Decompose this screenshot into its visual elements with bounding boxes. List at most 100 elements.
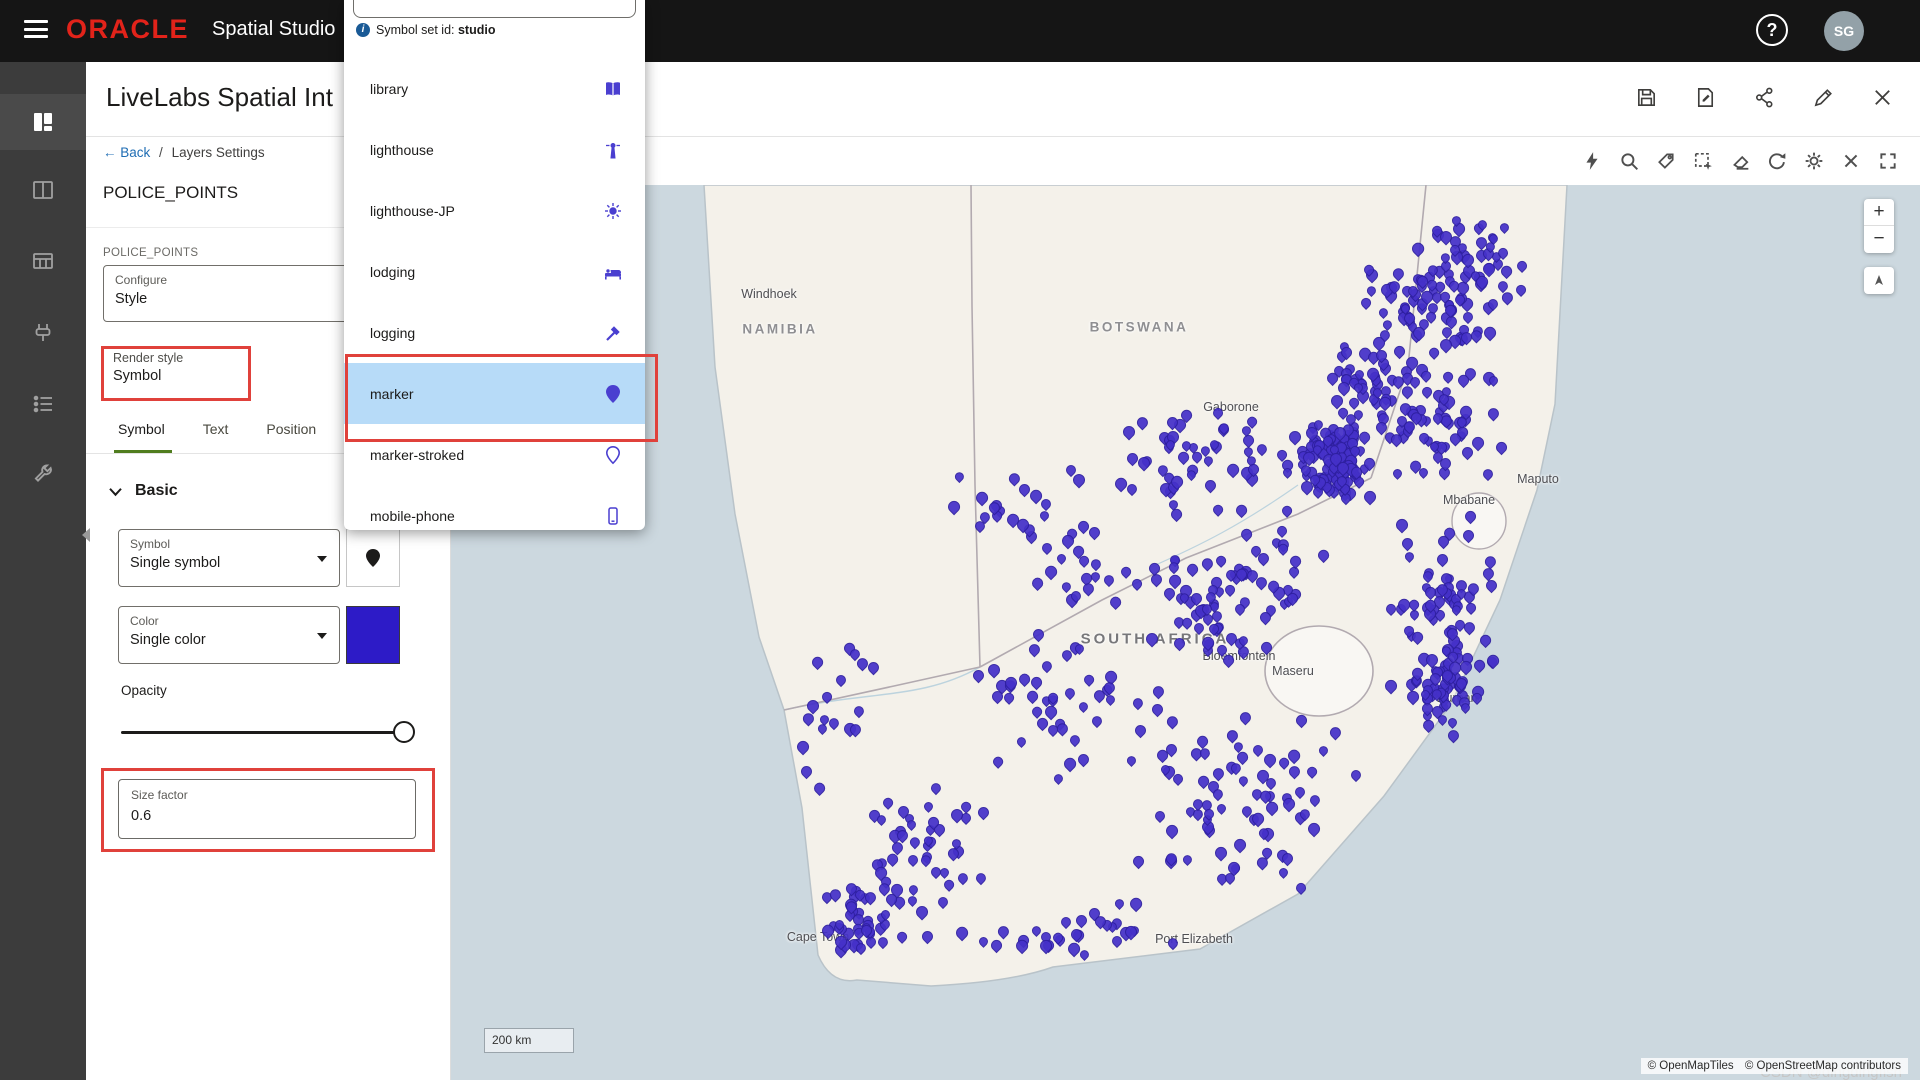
label-icon[interactable] [1656,151,1676,171]
sidebar-item-jobs[interactable] [0,376,86,432]
zoom-out-button[interactable]: − [1873,228,1885,249]
dropdown-item-library[interactable]: library [344,58,645,119]
zoom-in-button[interactable]: + [1864,199,1894,226]
top-header: ORACLE Spatial Studio ? SG [0,0,1920,62]
fullscreen-icon[interactable] [1878,151,1898,171]
sidebar-item-projects[interactable] [0,94,86,150]
scale-bar: 200 km [484,1028,574,1053]
symbol-list: library lighthouse lighthouse-JP lodging… [344,58,645,530]
map-label-mbabane: Mbabane [1442,493,1496,507]
layer-heading: POLICE_POINTS [103,183,239,202]
left-sidebar [0,62,86,1080]
sidebar-item-datasets[interactable] [0,233,86,289]
opacity-label: Opacity [121,683,167,698]
dropdown-item-lighthouse-jp[interactable]: lighthouse-JP [344,180,645,241]
map-label-botswana: BOTSWANA [1089,319,1189,335]
avatar[interactable]: SG [1824,11,1864,51]
eraser-icon[interactable] [1730,151,1750,171]
active-tab-underline [114,450,172,453]
sidebar-item-connections[interactable] [0,305,86,361]
settings-panel: ← Back / Layers Settings POLICE_POINTS P… [86,137,451,1080]
plug-icon [35,324,51,341]
search-icon[interactable] [1619,151,1639,171]
basic-section-toggle[interactable]: Basic [108,482,178,500]
panel-collapse-handle[interactable] [82,528,90,542]
layouts-icon [33,181,53,199]
map-label-maseru: Maseru [1272,664,1314,678]
table-icon [33,253,53,269]
breadcrumb-current: Layers Settings [171,145,265,160]
attribution-openstreetmap[interactable]: © OpenStreetMap contributors [1744,1060,1901,1072]
symbol-select[interactable]: Symbol Single symbol [118,529,340,587]
logging-icon [606,325,620,341]
share-icon[interactable] [1753,86,1776,109]
book-icon [606,81,620,96]
chevron-down-icon [109,487,122,496]
projects-icon [34,113,52,131]
wrench-icon [34,464,52,482]
help-icon[interactable]: ? [1756,14,1788,46]
dropdown-item-mobile-phone[interactable]: mobile-phone [344,485,645,530]
configure-select[interactable]: Configure Style [103,265,371,322]
save-icon[interactable] [1635,86,1658,109]
dropdown-item-marker-stroked[interactable]: marker-stroked [344,424,645,485]
symbol-search-input[interactable] [353,0,636,18]
edit-icon[interactable] [1812,86,1835,109]
map-attribution: © OpenMapTiles © OpenStreetMap contribut… [1640,1058,1908,1074]
flash-icon[interactable] [1582,151,1602,171]
divider [86,453,450,454]
map-canvas[interactable]: Windhoek NAMIBIA BOTSWANA Gaborone Maput… [451,185,1920,1080]
layer-section-label: POLICE_POINTS [103,247,199,259]
breadcrumb: ← Back / Layers Settings [103,145,265,160]
page-title: LiveLabs Spatial Int [106,82,333,112]
symbol-preview-button[interactable] [346,529,400,587]
symbol-dropdown: i Symbol set id: studio library lighthou… [344,0,645,530]
render-style-field[interactable]: Render style Symbol [113,351,184,384]
tab-text[interactable]: Text [202,421,229,437]
dropdown-item-lighthouse[interactable]: lighthouse [344,119,645,180]
compass-button[interactable] [1864,267,1894,294]
dropdown-item-lodging[interactable]: lodging [344,241,645,302]
back-link[interactable]: ← Back [103,145,151,160]
sidebar-item-admin[interactable] [0,446,86,502]
marker-icon [606,384,620,403]
tab-symbol[interactable]: Symbol [118,421,165,437]
map-toolbar [451,137,1920,185]
opacity-slider-knob[interactable] [393,721,415,743]
sidebar-item-layouts[interactable] [0,162,86,218]
sun-icon [605,202,621,219]
map-label-windhoek: Windhoek [741,287,797,301]
phone-icon [608,506,618,525]
box-select-icon[interactable] [1693,151,1713,171]
map-label-maputo: Maputo [1517,472,1559,486]
refresh-icon[interactable] [1767,151,1787,171]
info-icon: i [356,23,370,37]
opacity-slider[interactable] [121,731,411,734]
chevron-down-icon [317,556,327,562]
dropdown-item-marker[interactable]: marker [344,363,645,424]
dropdown-item-logging[interactable]: logging [344,302,645,363]
divider [86,227,450,228]
attribution-openmaptiles[interactable]: © OpenMapTiles [1647,1060,1734,1072]
chevron-down-icon [317,633,327,639]
bed-icon [605,268,621,279]
map-markers [451,185,1920,1080]
list-icon [33,395,52,413]
size-factor-input[interactable]: Size factor 0.6 [118,779,416,839]
save-as-icon[interactable] [1694,86,1717,109]
tab-position[interactable]: Position [266,421,317,437]
header-actions [1635,86,1894,109]
hamburger-menu-icon[interactable] [24,20,48,40]
close-icon[interactable] [1871,86,1894,109]
clear-icon[interactable] [1841,151,1861,171]
zoom-control: + − [1864,199,1894,253]
settings-icon[interactable] [1804,151,1824,171]
north-arrow-icon [1875,274,1883,285]
symbol-set-info: i Symbol set id: studio [356,23,495,37]
marker-outline-icon [605,445,621,464]
color-select[interactable]: Color Single color [118,606,340,664]
color-swatch[interactable] [346,606,400,664]
product-name: Spatial Studio [212,18,336,40]
lighthouse-icon [606,142,620,158]
